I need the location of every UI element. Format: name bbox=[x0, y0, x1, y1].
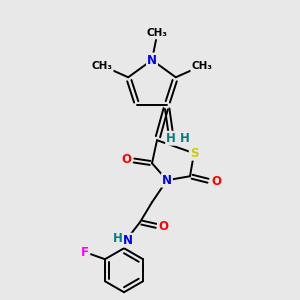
Text: O: O bbox=[121, 153, 131, 166]
Text: H: H bbox=[180, 132, 190, 145]
Text: H: H bbox=[166, 132, 176, 145]
Text: CH₃: CH₃ bbox=[92, 61, 113, 71]
Text: O: O bbox=[158, 220, 168, 233]
Text: S: S bbox=[190, 147, 198, 160]
Text: N: N bbox=[162, 174, 172, 187]
Text: CH₃: CH₃ bbox=[146, 28, 167, 38]
Text: N: N bbox=[147, 53, 157, 67]
Text: F: F bbox=[81, 246, 89, 259]
Text: N: N bbox=[123, 234, 133, 247]
Text: H: H bbox=[113, 232, 123, 245]
Text: CH₃: CH₃ bbox=[191, 61, 212, 71]
Text: O: O bbox=[211, 175, 221, 188]
